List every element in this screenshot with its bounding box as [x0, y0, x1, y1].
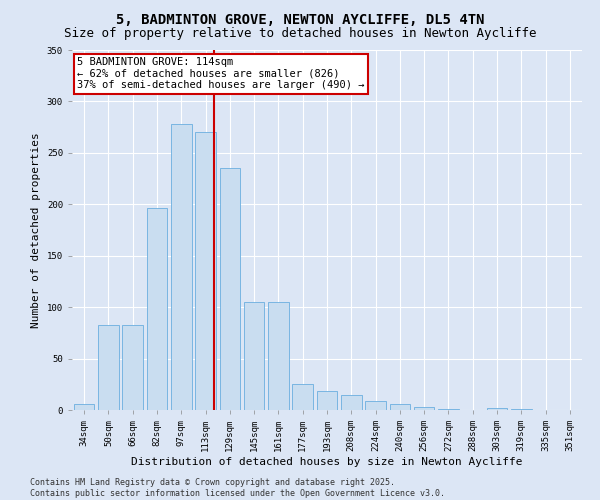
Bar	[341, 394, 362, 410]
Bar	[292, 384, 313, 410]
Bar	[74, 404, 94, 410]
Text: 5, BADMINTON GROVE, NEWTON AYCLIFFE, DL5 4TN: 5, BADMINTON GROVE, NEWTON AYCLIFFE, DL5…	[116, 12, 484, 26]
Bar	[511, 409, 532, 410]
Bar	[438, 409, 459, 410]
Bar	[195, 132, 216, 410]
Bar	[365, 400, 386, 410]
Bar	[122, 324, 143, 410]
Bar	[268, 302, 289, 410]
Y-axis label: Number of detached properties: Number of detached properties	[31, 132, 41, 328]
Bar	[414, 407, 434, 410]
Bar	[98, 324, 119, 410]
Bar	[317, 392, 337, 410]
Bar	[244, 302, 265, 410]
X-axis label: Distribution of detached houses by size in Newton Aycliffe: Distribution of detached houses by size …	[131, 457, 523, 467]
Text: Contains HM Land Registry data © Crown copyright and database right 2025.
Contai: Contains HM Land Registry data © Crown c…	[30, 478, 445, 498]
Bar	[171, 124, 191, 410]
Text: Size of property relative to detached houses in Newton Aycliffe: Size of property relative to detached ho…	[64, 28, 536, 40]
Bar	[389, 404, 410, 410]
Text: 5 BADMINTON GROVE: 114sqm
← 62% of detached houses are smaller (826)
37% of semi: 5 BADMINTON GROVE: 114sqm ← 62% of detac…	[77, 57, 365, 90]
Bar	[146, 208, 167, 410]
Bar	[220, 168, 240, 410]
Bar	[487, 408, 508, 410]
